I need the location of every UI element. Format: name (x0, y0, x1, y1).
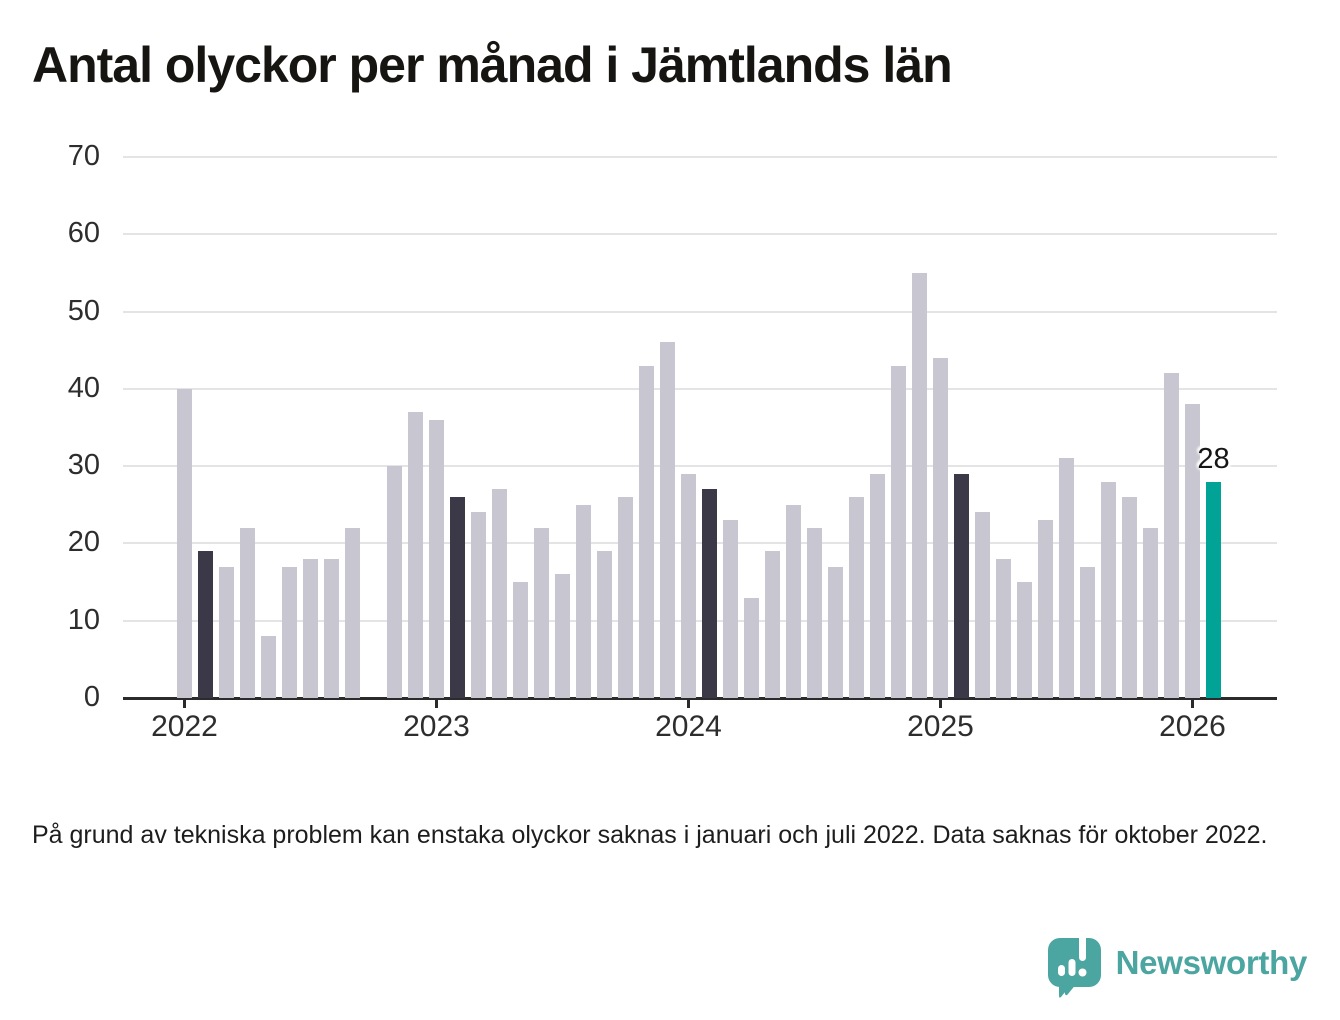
x-tick-label: 2023 (403, 710, 470, 743)
bar-2023-07 (555, 574, 570, 698)
bar-2026-02 (1206, 481, 1221, 698)
x-tick-mark (1191, 699, 1194, 708)
bar-2025-07 (1059, 458, 1074, 698)
bar-2022-05 (261, 636, 276, 698)
bar-2024-02 (702, 489, 717, 698)
bar-2023-09 (597, 551, 612, 698)
branding: Newsworthy (1047, 938, 1308, 998)
bar-2023-04 (492, 489, 507, 698)
bar-2022-12 (408, 411, 423, 698)
bar-2024-04 (744, 597, 759, 698)
bar-2025-02 (954, 473, 969, 698)
x-tick-label: 2025 (907, 710, 974, 743)
bar-2025-12 (1164, 373, 1179, 698)
bar-2023-06 (534, 527, 549, 698)
bar-2025-01 (933, 357, 948, 698)
bar-2022-08 (324, 558, 339, 698)
y-tick-label: 40 (67, 371, 100, 404)
bar-2024-12 (912, 272, 927, 698)
bar-2022-07 (303, 558, 318, 698)
bar-2025-04 (996, 558, 1011, 698)
bar-2026-01 (1185, 404, 1200, 698)
bar-2022-06 (282, 566, 297, 698)
bar-2023-03 (471, 512, 486, 698)
bar-2022-04 (240, 527, 255, 698)
x-axis-line (123, 697, 1277, 700)
x-tick-mark (435, 699, 438, 708)
y-tick-label: 0 (83, 681, 100, 713)
bar-2024-09 (849, 497, 864, 698)
bar-2025-08 (1080, 566, 1095, 698)
y-tick-label: 10 (67, 603, 100, 636)
bar-2022-02 (198, 551, 213, 698)
bar-2025-06 (1038, 520, 1053, 698)
y-tick-label: 20 (67, 526, 100, 559)
bar-2024-03 (723, 520, 738, 698)
gridline (123, 233, 1277, 236)
x-tick-label: 2022 (151, 710, 218, 743)
bar-2023-02 (450, 497, 465, 698)
x-tick-mark (687, 699, 690, 708)
bar-2022-03 (219, 566, 234, 698)
x-tick-label: 2024 (655, 710, 722, 743)
bar-2023-11 (639, 365, 654, 698)
bar-2023-01 (429, 419, 444, 698)
newsworthy-logo-icon (1047, 938, 1101, 998)
bar-2025-10 (1122, 497, 1137, 698)
bar-2022-09 (345, 527, 360, 698)
bar-2024-07 (807, 527, 822, 698)
x-tick-mark (183, 699, 186, 708)
gridline (123, 155, 1277, 158)
chart-title: Antal olyckor per månad i Jämtlands län (32, 37, 953, 93)
gridline (123, 619, 1277, 622)
bar-2023-05 (513, 582, 528, 698)
bar-2022-01 (177, 388, 192, 698)
bar-2024-10 (870, 473, 885, 698)
bar-2023-08 (576, 504, 591, 698)
y-tick-label: 50 (67, 294, 100, 327)
bar-2025-09 (1101, 481, 1116, 698)
y-tick-label: 70 (67, 139, 100, 172)
bar-2024-06 (786, 504, 801, 698)
bar-value-label: 28 (1197, 442, 1230, 475)
y-tick-label: 30 (67, 449, 100, 482)
y-tick-label: 60 (67, 217, 100, 250)
branding-name: Newsworthy (1115, 944, 1308, 981)
gridline (123, 387, 1277, 390)
bar-2025-05 (1017, 582, 1032, 698)
bar-2025-03 (975, 512, 990, 698)
gridline (123, 310, 1277, 313)
bar-2024-11 (891, 365, 906, 698)
bar-2024-08 (828, 566, 843, 698)
chart-footnote: På grund av tekniska problem kan enstaka… (32, 821, 1268, 849)
x-tick-label: 2026 (1159, 710, 1226, 743)
gridline (123, 465, 1277, 468)
bar-2023-12 (660, 342, 675, 698)
bar-2025-11 (1143, 527, 1158, 698)
bar-2024-05 (765, 551, 780, 698)
gridline (123, 542, 1277, 545)
x-tick-mark (939, 699, 942, 708)
bar-2024-01 (681, 473, 696, 698)
bar-2023-10 (618, 497, 633, 698)
bar-2022-11 (387, 466, 402, 698)
